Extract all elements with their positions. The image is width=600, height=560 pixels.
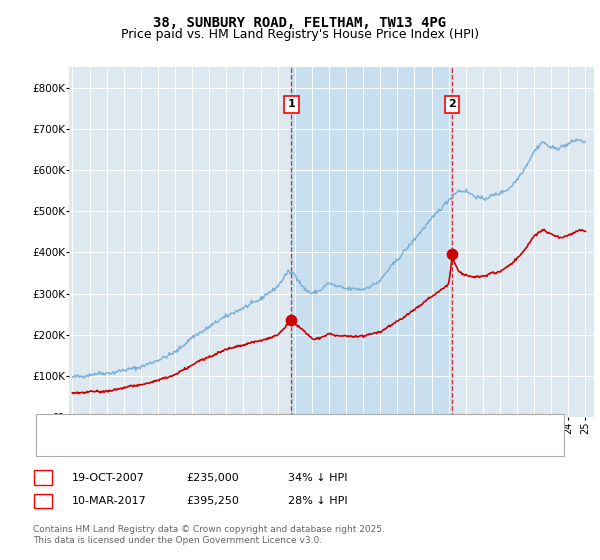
Text: £235,000: £235,000 (186, 473, 239, 483)
Text: 1: 1 (40, 473, 47, 483)
Point (287, 316, 296, 325)
Text: 1: 1 (287, 99, 295, 109)
Text: 19-OCT-2007: 19-OCT-2007 (72, 473, 145, 483)
Text: 38, SUNBURY ROAD, FELTHAM, TW13 4PG: 38, SUNBURY ROAD, FELTHAM, TW13 4PG (154, 16, 446, 30)
Text: 28% ↓ HPI: 28% ↓ HPI (288, 496, 347, 506)
Text: 2: 2 (448, 99, 456, 109)
Text: £395,250: £395,250 (186, 496, 239, 506)
Bar (292, 67, 452, 417)
Text: 2: 2 (40, 496, 47, 506)
Text: Contains HM Land Registry data © Crown copyright and database right 2025.
This d: Contains HM Land Registry data © Crown c… (33, 525, 385, 545)
Point (447, 250, 457, 259)
Text: HPI: Average price, semi-detached house, Hounslow: HPI: Average price, semi-detached house,… (70, 440, 342, 450)
Text: 38, SUNBURY ROAD, FELTHAM, TW13 4PG (semi-detached house): 38, SUNBURY ROAD, FELTHAM, TW13 4PG (sem… (70, 421, 410, 431)
Text: Price paid vs. HM Land Registry's House Price Index (HPI): Price paid vs. HM Land Registry's House … (121, 28, 479, 41)
Text: 34% ↓ HPI: 34% ↓ HPI (288, 473, 347, 483)
Text: 10-MAR-2017: 10-MAR-2017 (72, 496, 147, 506)
